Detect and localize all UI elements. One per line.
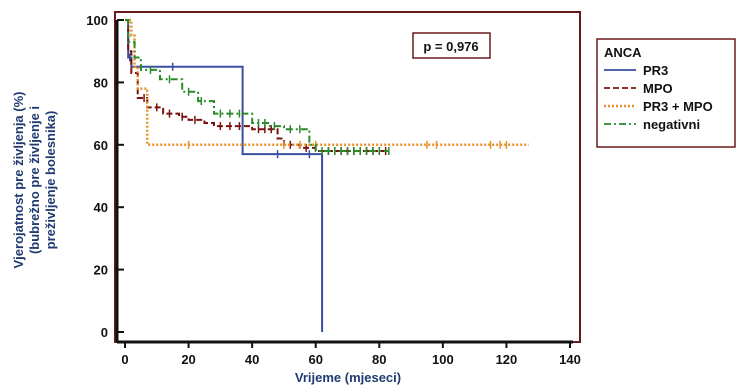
- y-tick-label-2: 40: [94, 200, 108, 215]
- pvalue-annotation: p = 0,976: [423, 39, 478, 54]
- y-axis-title-line-2: preživljenje bolesnika): [43, 111, 58, 250]
- pvalue-box: [412, 32, 491, 59]
- series-line-2: [125, 18, 529, 147]
- x-axis-title: Vrijeme (mjeseci): [295, 370, 401, 385]
- legend-label-2: PR3 + MPO: [643, 99, 713, 114]
- x-tick-label-0: 0: [121, 352, 128, 367]
- x-ticks: 0 20 40 60 80 100 120 140: [121, 342, 581, 367]
- series-group: [125, 18, 529, 332]
- legend-box: [596, 38, 736, 148]
- legend-title: ANCA: [604, 45, 642, 60]
- y-tick-label-5: 100: [86, 13, 108, 28]
- y-tick-label-3: 60: [94, 138, 108, 153]
- x-tick-label-4: 80: [372, 352, 386, 367]
- y-tick-label-4: 80: [94, 75, 108, 90]
- y-ticks: 0 20 40 60 80 100: [86, 13, 124, 340]
- series-3: [125, 19, 390, 156]
- legend-items: PR3 MPO PR3 + MPO negativni: [604, 63, 713, 132]
- y-axis-title-line-1: (bubrežno pre življenje i: [27, 106, 42, 254]
- y-tick-label-0: 0: [101, 325, 108, 340]
- x-tick-label-6: 120: [496, 352, 518, 367]
- x-tick-label-7: 140: [559, 352, 581, 367]
- y-axis-title-line-0: Vjerojatnost pre življenja (%): [11, 92, 26, 269]
- legend-label-3: negativni: [643, 117, 700, 132]
- series-line-3: [125, 19, 389, 153]
- x-tick-label-5: 100: [432, 352, 454, 367]
- x-tick-label-3: 60: [308, 352, 322, 367]
- x-tick-label-1: 20: [181, 352, 195, 367]
- legend-label-1: MPO: [643, 81, 673, 96]
- y-axis-title: Vjerojatnost pre življenja (%) (bubrežno …: [11, 92, 58, 269]
- y-tick-label-1: 20: [94, 263, 108, 278]
- x-tick-label-2: 40: [245, 352, 259, 367]
- legend-label-0: PR3: [643, 63, 668, 78]
- plot-frame: [114, 11, 581, 343]
